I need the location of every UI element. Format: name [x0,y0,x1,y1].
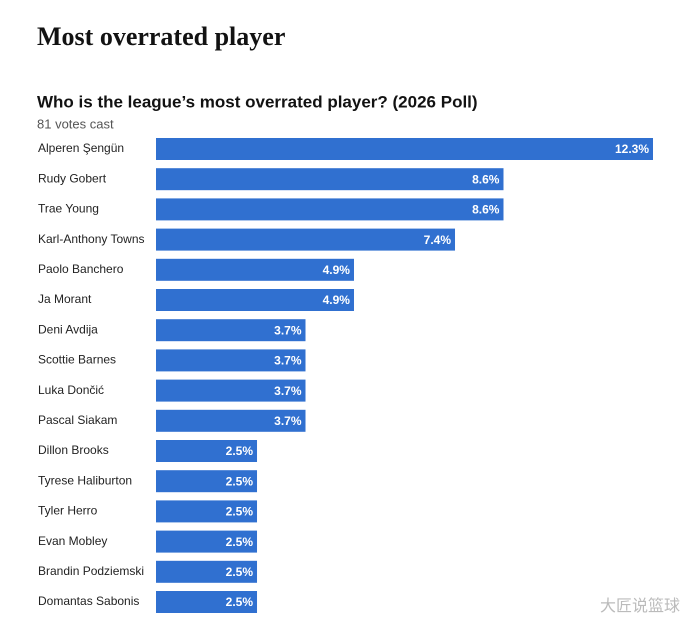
bar [156,440,258,462]
value-label: 2.5% [226,474,254,488]
value-label: 8.6% [472,172,500,186]
bar [156,198,504,221]
category-label: Brandin Podziemski [38,564,144,578]
value-label: 8.6% [472,203,500,217]
category-label: Scottie Barnes [38,353,116,367]
category-label: Tyler Herro [38,504,98,518]
value-label: 3.7% [274,323,302,337]
category-label: Alperen Şengün [38,141,124,155]
bar [156,349,306,372]
category-label: Pascal Siakam [38,413,117,427]
value-label: 2.5% [226,505,254,519]
chart-title: Who is the league’s most overrated playe… [37,92,478,111]
bar [156,138,653,160]
value-label: 3.7% [274,354,302,368]
bar [156,379,306,402]
bar [156,228,456,251]
bar [156,470,258,493]
value-label: 2.5% [226,595,254,609]
bar [156,258,354,281]
category-label: Dillon Brooks [38,443,109,457]
value-label: 3.7% [274,384,302,398]
value-label: 2.5% [226,444,254,458]
bar [156,530,258,553]
category-label: Deni Avdija [38,322,98,336]
category-label: Evan Mobley [38,534,107,548]
value-label: 2.5% [226,535,254,549]
value-label: 12.3% [615,142,649,156]
bar [156,591,258,613]
page-title: Most overrated player [37,22,285,51]
bar [156,409,306,432]
category-label: Karl-Anthony Towns [38,232,145,246]
bar [156,289,354,311]
value-label: 7.4% [424,233,452,247]
category-label: Trae Young [38,202,99,216]
bar [156,560,258,583]
category-label: Ja Morant [38,292,92,306]
bar [156,168,504,191]
chart-subtitle: 81 votes cast [37,116,114,131]
watermark: 大匠说篮球 [600,597,680,615]
bar [156,500,258,523]
category-label: Tyrese Haliburton [38,473,132,487]
value-label: 3.7% [274,414,302,428]
bar [156,319,306,342]
category-label: Paolo Banchero [38,262,124,276]
value-label: 4.9% [323,263,351,277]
value-label: 2.5% [226,565,254,579]
category-label: Luka Dončić [38,383,104,397]
category-label: Domantas Sabonis [38,594,139,608]
value-label: 4.9% [323,293,351,307]
category-label: Rudy Gobert [38,171,107,185]
